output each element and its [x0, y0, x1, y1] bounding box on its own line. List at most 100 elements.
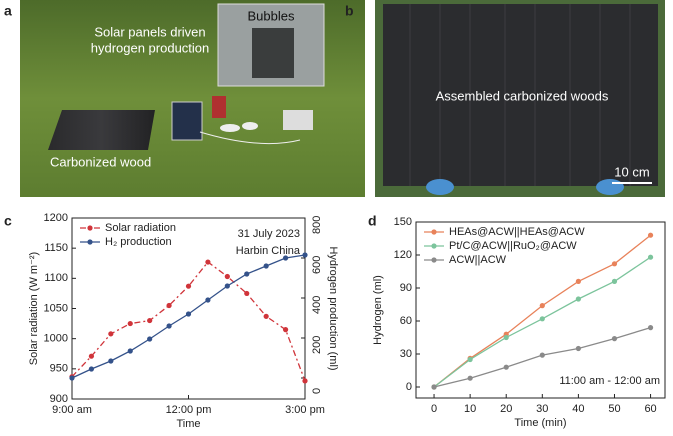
data-point	[467, 356, 473, 363]
annotation: 31 July 2023	[238, 228, 300, 240]
photo-b	[375, 0, 665, 197]
legend-marker	[87, 239, 93, 245]
photo-a	[20, 0, 365, 197]
y-tick-label: 60	[400, 315, 412, 327]
data-point	[647, 232, 654, 238]
legend-label: Pt/C@ACW||RuO₂@ACW	[449, 240, 577, 252]
data-point	[224, 283, 230, 289]
y-tick-label: 950	[50, 363, 68, 375]
x-axis-label: Time (min)	[514, 417, 566, 429]
y-axis-label: Solar radiation (W m⁻²)	[28, 252, 40, 365]
photo-title: hydrogen production	[91, 40, 210, 55]
data-point	[127, 348, 133, 354]
y2-tick-label: 0	[311, 388, 323, 394]
legend-marker	[87, 225, 93, 231]
photo-title: Solar panels driven	[94, 24, 205, 39]
x-tick-label: 10	[464, 403, 476, 415]
data-point	[282, 255, 289, 261]
scale-label: 10 cm	[614, 164, 649, 179]
data-point	[611, 261, 618, 267]
data-point	[611, 336, 618, 342]
y-tick-label: 90	[400, 282, 412, 294]
data-point	[244, 290, 250, 297]
data-point	[611, 278, 618, 284]
data-point	[88, 353, 95, 359]
annotation: 11:00 am - 12:00 am	[559, 375, 660, 387]
data-point	[431, 384, 437, 390]
data-point	[467, 375, 473, 381]
data-point	[647, 325, 654, 331]
x-tick-label: 12:00 pm	[166, 404, 212, 416]
legend-marker	[431, 257, 437, 263]
legend-label: Solar radiation	[105, 222, 176, 234]
y2-tick-label: 800	[311, 216, 323, 234]
data-point	[539, 352, 545, 358]
y-axis-label: Hydrogen (ml)	[372, 275, 384, 345]
x-tick-label: 0	[431, 403, 437, 415]
panel-label: d	[368, 213, 377, 229]
data-point	[539, 303, 545, 309]
y-tick-label: 1000	[44, 333, 68, 345]
data-point	[503, 334, 509, 341]
legend-label: H₂ production	[105, 236, 172, 248]
photo-label: Assembled carbonized woods	[436, 88, 609, 103]
legend-label: ACW||ACW	[449, 254, 507, 266]
x-tick-label: 20	[500, 403, 512, 415]
y2-axis-label: Hydrogen production (ml)	[327, 246, 339, 370]
data-point	[88, 366, 95, 372]
y-tick-label: 900	[50, 393, 68, 405]
x-tick-label: 50	[608, 403, 620, 415]
y2-tick-label: 600	[311, 256, 323, 274]
y-tick-label: 1200	[44, 212, 68, 224]
data-point	[503, 364, 509, 370]
y2-tick-label: 200	[311, 336, 323, 354]
annotation: Harbin China	[236, 245, 301, 257]
data-point	[205, 297, 211, 303]
x-tick-label: 30	[536, 403, 548, 415]
plot-frame	[415, 221, 666, 399]
data-point	[127, 320, 133, 327]
data-point	[166, 323, 172, 329]
data-point	[244, 271, 250, 277]
panel-label: c	[4, 213, 12, 229]
data-point	[147, 317, 153, 324]
legend-marker	[431, 243, 437, 249]
y-tick-label: 1050	[44, 302, 68, 314]
panel-label: b	[345, 3, 354, 19]
x-axis-label: Time	[176, 418, 200, 430]
data-point	[575, 345, 581, 352]
data-point	[108, 331, 114, 337]
data-point	[302, 378, 308, 384]
data-point	[185, 283, 192, 289]
y-tick-label: 120	[394, 249, 412, 261]
data-point	[647, 254, 654, 260]
y-tick-label: 1100	[44, 272, 68, 284]
photo-label: Carbonized wood	[50, 154, 151, 169]
data-point	[539, 316, 545, 322]
x-tick-label: 3:00 pm	[285, 404, 325, 416]
data-point	[282, 327, 289, 333]
y2-tick-label: 400	[311, 296, 323, 314]
series-line	[433, 256, 651, 388]
photo-inset-label: Bubbles	[248, 8, 295, 23]
x-tick-label: 60	[644, 403, 656, 415]
panel-label: a	[4, 3, 12, 19]
data-point	[185, 311, 192, 317]
x-tick-label: 9:00 am	[52, 404, 92, 416]
y-tick-label: 1150	[44, 242, 68, 254]
data-point	[205, 259, 211, 265]
data-point	[147, 336, 153, 342]
data-point	[108, 358, 114, 364]
y-tick-label: 150	[394, 216, 412, 228]
x-tick-label: 40	[572, 403, 584, 415]
data-point	[166, 302, 172, 309]
data-point	[263, 313, 269, 319]
y-tick-label: 30	[400, 348, 412, 360]
data-point	[224, 273, 230, 280]
legend-marker	[431, 229, 437, 235]
data-point	[575, 296, 581, 302]
legend-label: HEAs@ACW||HEAs@ACW	[449, 226, 585, 238]
data-point	[263, 263, 269, 269]
y-tick-label: 0	[406, 381, 412, 393]
